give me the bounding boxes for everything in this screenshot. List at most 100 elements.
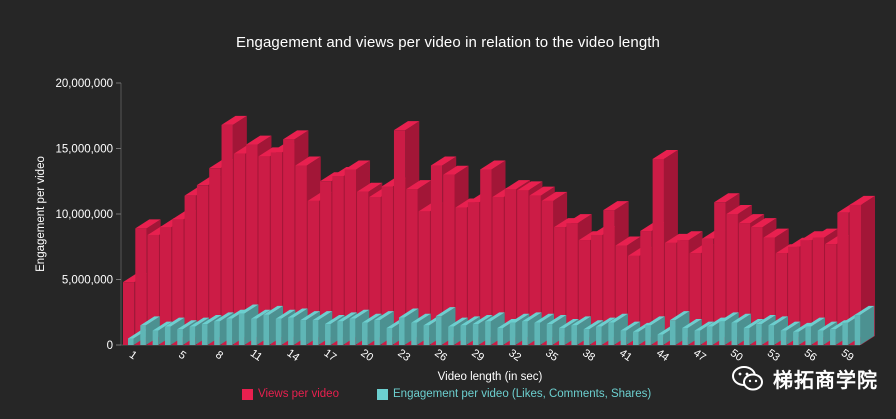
engagement-bar-front <box>842 322 848 345</box>
engagement-bar-front <box>830 329 836 345</box>
views-bar-top <box>603 201 629 211</box>
views-bar-front <box>443 174 455 345</box>
engagement-bar-front <box>522 321 528 345</box>
engagement-bar-top <box>411 313 431 323</box>
views-bar-front <box>812 237 825 345</box>
x-tick-label: 17 <box>321 347 338 364</box>
engagement-bar-front <box>632 331 639 345</box>
engagement-bar-front <box>645 325 651 345</box>
x-tick-label: 26 <box>432 347 449 364</box>
engagement-bar-top <box>140 316 160 326</box>
engagement-bar-top <box>768 316 789 326</box>
labels: 0 5,000,000 10,000,000 15,000,000 20,000,000… <box>35 78 856 383</box>
views-bar-front <box>763 237 775 345</box>
engagement-bar-front <box>201 324 208 345</box>
engagement-bar-top <box>645 316 665 326</box>
engagement-bar-top <box>152 321 173 331</box>
engagement-bar-front <box>854 314 861 345</box>
x-tick-label: 32 <box>506 347 523 364</box>
x-tick-label: 41 <box>617 347 634 364</box>
engagement-bar-top <box>325 315 345 325</box>
engagement-bar-side <box>860 305 875 345</box>
y-tick-label: 20,000,000 <box>55 78 113 90</box>
views-bar-top <box>566 214 592 224</box>
engagement-bar-front <box>682 327 688 345</box>
views-bar-front <box>344 169 357 345</box>
engagement-bar-front <box>768 325 775 345</box>
x-tick-label: 11 <box>248 347 264 363</box>
views-bar-front <box>209 168 221 345</box>
engagement-bar-front <box>300 320 306 345</box>
bars <box>123 115 875 345</box>
views-bar-top <box>849 195 875 205</box>
engagement-bar-front <box>534 322 540 345</box>
engagement-bar-top <box>398 308 419 318</box>
engagement-bar-top <box>435 307 456 317</box>
views-bar-front <box>480 169 492 345</box>
views-bar-top <box>751 218 777 228</box>
legend-item-engagement[interactable]: Engagement per video (Likes, Comments, S… <box>377 388 651 400</box>
engagement-bar-front <box>288 317 294 345</box>
views-bar-top <box>763 228 789 238</box>
engagement-bar-front <box>337 321 343 345</box>
engagement-bar-top <box>596 317 616 327</box>
legend-item-views[interactable]: Views per video <box>242 388 339 400</box>
engagement-bar-front <box>719 321 725 345</box>
engagement-bar-top <box>177 320 197 330</box>
views-bar-front <box>751 227 763 345</box>
engagement-bar-front <box>238 313 245 345</box>
views-bar-top <box>295 156 321 166</box>
engagement-bar-front <box>485 321 491 345</box>
views-bar-front <box>172 219 184 345</box>
views-bar-front <box>221 124 233 345</box>
engagement-bar-front <box>140 325 146 345</box>
wechat-icon <box>732 365 763 390</box>
x-tick-label: 35 <box>543 347 560 364</box>
views-bar-top <box>480 160 506 170</box>
engagement-bar-front <box>398 317 405 345</box>
engagement-bar-front <box>608 322 614 345</box>
y-tick-label: 10,000,000 <box>55 209 113 221</box>
views-bar-top <box>738 214 765 224</box>
engagement-bar-front <box>226 318 233 345</box>
engagement-bar-front <box>657 334 664 345</box>
views-bar-front <box>492 196 504 345</box>
views-bar-front <box>246 144 258 345</box>
engagement-bar-front <box>423 325 430 345</box>
views-bar-front <box>283 139 295 345</box>
engagement-bar-front <box>362 322 368 345</box>
engagement-bar-top <box>374 311 394 321</box>
y-axis-title: Engagement per video <box>35 156 47 272</box>
x-tick-label: 20 <box>358 347 375 364</box>
views-bar-top <box>135 219 161 229</box>
x-tick-label: 5 <box>176 349 188 362</box>
legend-swatch-views <box>242 388 253 400</box>
engagement-bar-front <box>152 330 159 345</box>
engagement-bar-top <box>756 315 776 325</box>
engagement-bar-front <box>596 326 602 345</box>
engagement-bar-top <box>694 321 715 331</box>
views-bar-front <box>320 181 332 345</box>
engagement-bar-top <box>189 317 210 327</box>
views-bar-top <box>541 191 568 201</box>
engagement-bar-top <box>226 309 247 319</box>
x-tick-label: 50 <box>728 347 745 364</box>
engagement-bar-top <box>251 309 271 319</box>
engagement-bar-top <box>362 313 382 323</box>
views-bar-front <box>270 152 283 345</box>
views-bar-front <box>788 246 800 345</box>
engagement-bar-top <box>349 309 370 319</box>
engagement-bar-top <box>731 313 752 323</box>
views-bar-top <box>430 156 457 166</box>
views-bar-front <box>726 214 738 345</box>
engagement-bar-front <box>251 318 257 345</box>
engagement-bar-top <box>805 317 825 327</box>
views-bar-top <box>393 121 420 131</box>
engagement-bar-front <box>669 320 676 345</box>
engagement-bar-front <box>435 316 442 345</box>
views-bar-top <box>344 160 371 170</box>
views-bar-front <box>849 204 861 345</box>
engagement-bar-front <box>411 322 417 345</box>
views-bar-front <box>123 282 135 345</box>
engagement-bar-top <box>238 304 259 314</box>
